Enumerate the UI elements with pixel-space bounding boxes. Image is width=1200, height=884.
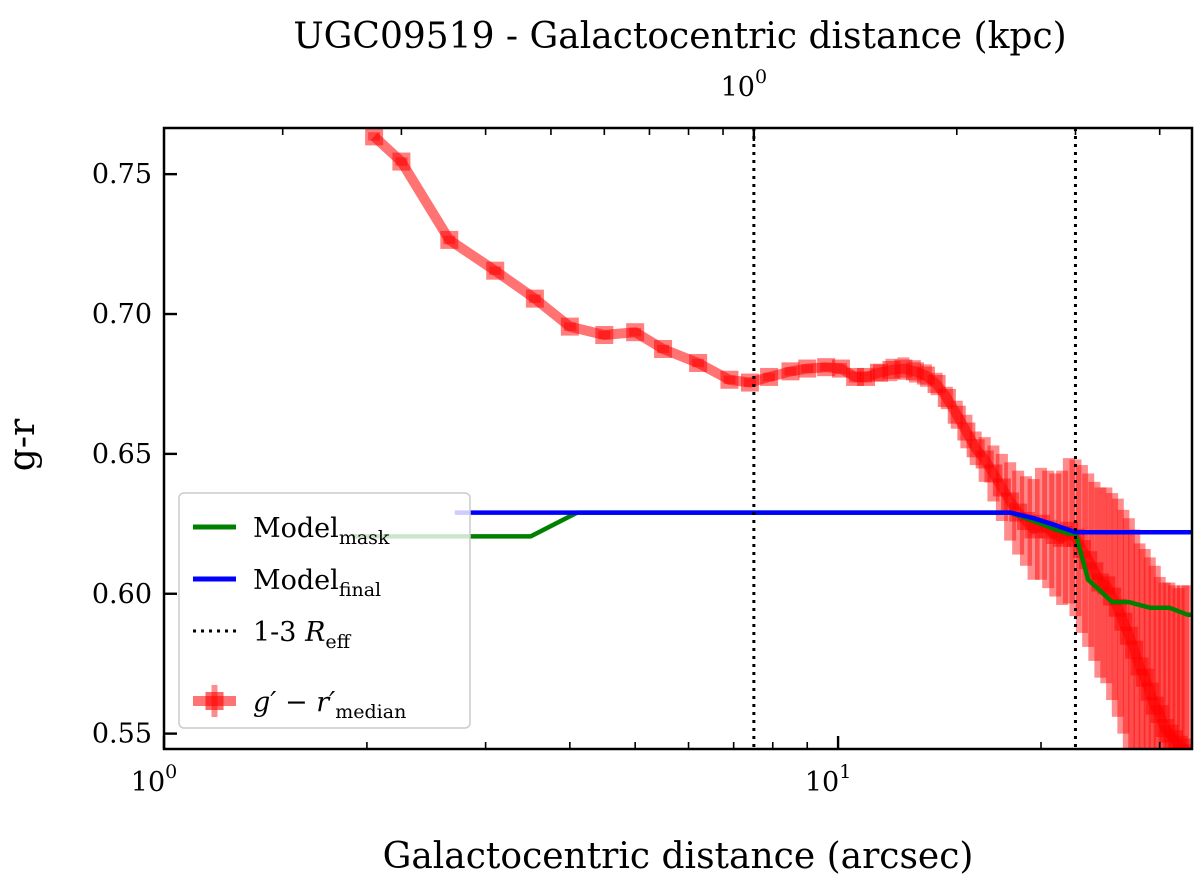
x-axis-title: Galactocentric distance (arcsec) bbox=[383, 836, 974, 877]
median-point bbox=[1114, 612, 1133, 631]
legend-label-main: Model bbox=[253, 513, 339, 544]
legend-label: g′ − r′median bbox=[253, 687, 406, 723]
legend-label-main: 1-3 bbox=[253, 617, 305, 648]
y-tick-label: 0.70 bbox=[92, 299, 152, 330]
median-point bbox=[525, 289, 544, 308]
x-tick-exponent: 0 bbox=[165, 761, 177, 783]
median-point bbox=[781, 362, 800, 381]
legend-label: Modelfinal bbox=[253, 565, 381, 601]
legend-label-sub: mask bbox=[339, 527, 390, 549]
x-tick-exponent: 1 bbox=[839, 761, 851, 783]
legend-label: 1-3 Reff bbox=[253, 617, 352, 653]
median-point bbox=[975, 450, 994, 469]
median-point bbox=[560, 317, 579, 336]
x-tick-label: 100 bbox=[131, 761, 177, 798]
y-tick-label: 0.60 bbox=[92, 579, 152, 610]
error-bar bbox=[1181, 585, 1192, 749]
median-point bbox=[1125, 640, 1144, 659]
median-point bbox=[1135, 668, 1154, 687]
median-point bbox=[992, 478, 1011, 497]
y-axis-title: g-r bbox=[2, 418, 43, 471]
median-point bbox=[957, 422, 976, 441]
median-point bbox=[947, 405, 966, 424]
median-point bbox=[817, 358, 836, 377]
median-point bbox=[720, 370, 739, 389]
legend-median-marker bbox=[205, 692, 224, 710]
legend-label-sub: eff bbox=[325, 631, 351, 653]
top-x-tick-exponent: 0 bbox=[755, 66, 767, 88]
median-point bbox=[365, 128, 384, 146]
median-point bbox=[927, 374, 946, 393]
median-point bbox=[440, 230, 459, 249]
median-point bbox=[689, 353, 708, 372]
error-bar bbox=[1167, 585, 1180, 749]
median-series bbox=[365, 128, 1192, 749]
median-point bbox=[392, 152, 411, 171]
error-bar bbox=[1177, 585, 1190, 749]
legend-label-main: g′ − r′ bbox=[253, 687, 335, 718]
median-point bbox=[760, 367, 779, 386]
median-point bbox=[1150, 705, 1169, 724]
median-point bbox=[1140, 682, 1159, 701]
error-bar bbox=[1172, 588, 1185, 749]
median-point bbox=[486, 261, 505, 280]
plot-frame bbox=[162, 126, 1194, 751]
median-point bbox=[1178, 744, 1192, 749]
y-tick-label: 0.65 bbox=[92, 439, 152, 470]
median-point bbox=[1174, 738, 1192, 749]
median-point bbox=[740, 373, 759, 392]
legend-label-sub: final bbox=[339, 579, 381, 601]
model-final-line bbox=[454, 510, 1192, 535]
median-point bbox=[831, 359, 850, 378]
legend-label-r: R bbox=[304, 617, 325, 648]
legend-label-sub: median bbox=[335, 701, 406, 723]
model-series bbox=[351, 510, 1192, 617]
median-point bbox=[1119, 626, 1138, 645]
x-tick-label: 101 bbox=[805, 761, 851, 798]
legend-box bbox=[178, 492, 471, 729]
legend-median-errorbar bbox=[211, 685, 218, 717]
legend-label: Modelmask bbox=[253, 513, 390, 549]
legend-label-main: Model bbox=[253, 565, 339, 596]
median-point bbox=[654, 339, 673, 358]
top-x-tick-label: 100 bbox=[721, 66, 767, 103]
median-point bbox=[595, 326, 614, 344]
error-bars bbox=[368, 132, 1192, 749]
reff-vertical-lines bbox=[752, 128, 1077, 749]
median-point bbox=[798, 359, 817, 378]
y-tick-label: 0.75 bbox=[92, 159, 152, 190]
median-line bbox=[370, 132, 1191, 749]
median-point bbox=[626, 323, 645, 342]
y-tick-label: 0.55 bbox=[92, 719, 152, 750]
chart-title: UGC09519 - Galactocentric distance (kpc) bbox=[293, 16, 1066, 57]
median-point bbox=[937, 388, 956, 407]
median-point bbox=[984, 464, 1003, 483]
